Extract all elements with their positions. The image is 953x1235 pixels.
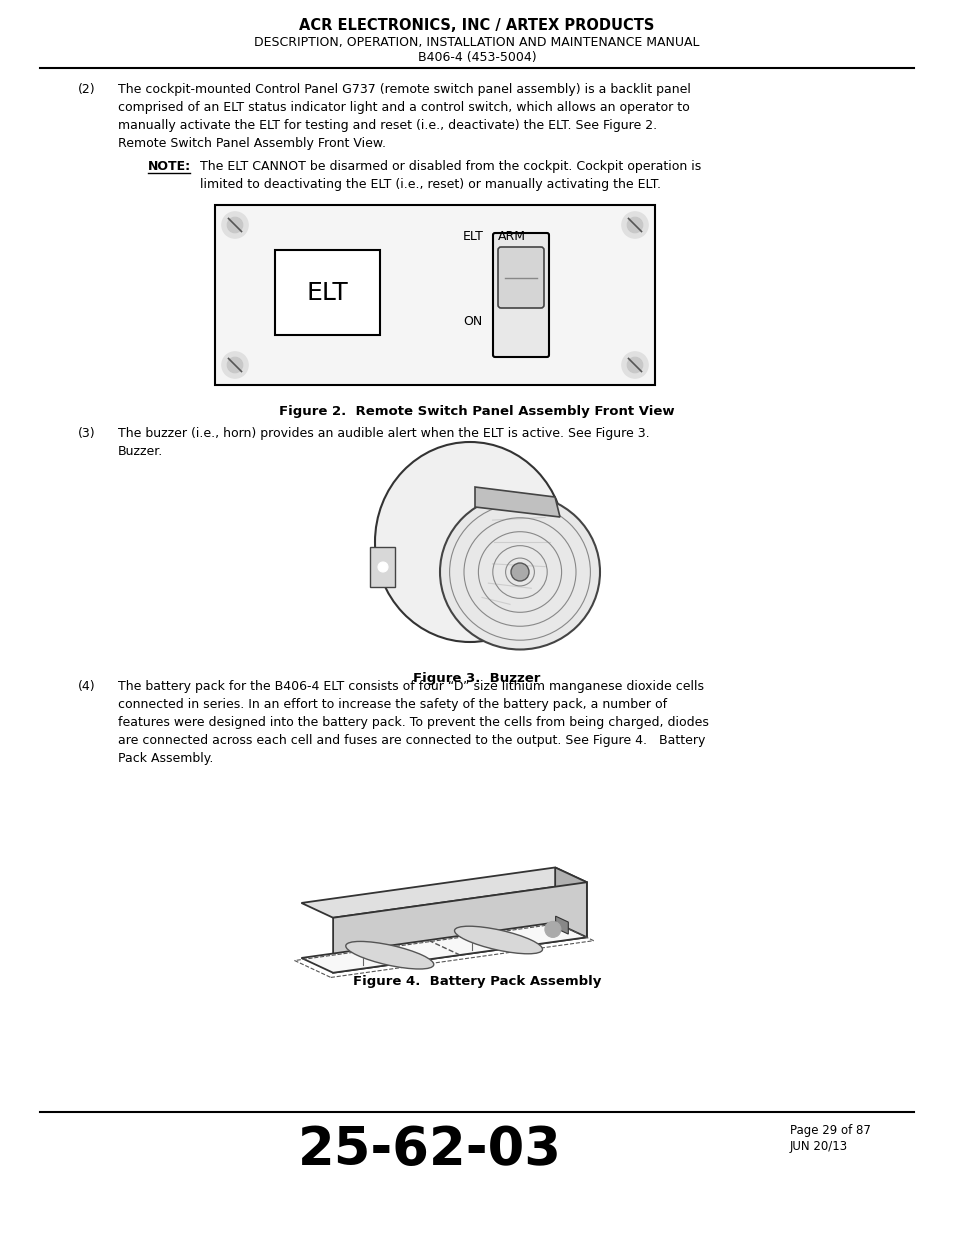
Ellipse shape	[511, 563, 529, 580]
Circle shape	[626, 357, 642, 373]
FancyBboxPatch shape	[214, 205, 655, 385]
Text: Page 29 of 87: Page 29 of 87	[789, 1124, 870, 1137]
Circle shape	[227, 357, 243, 373]
Bar	[274, 249, 379, 335]
Text: DESCRIPTION, OPERATION, INSTALLATION AND MAINTENANCE MANUAL: DESCRIPTION, OPERATION, INSTALLATION AND…	[254, 36, 699, 49]
Text: NOTE:: NOTE:	[148, 161, 191, 173]
Circle shape	[227, 217, 243, 233]
Text: Figure 4.  Battery Pack Assembly: Figure 4. Battery Pack Assembly	[353, 974, 600, 988]
Polygon shape	[301, 923, 586, 973]
Text: The buzzer (i.e., horn) provides an audible alert when the ELT is active. See Fi: The buzzer (i.e., horn) provides an audi…	[118, 427, 649, 458]
Text: (2): (2)	[78, 83, 95, 96]
Text: The cockpit-mounted Control Panel G737 (remote switch panel assembly) is a backl: The cockpit-mounted Control Panel G737 (…	[118, 83, 690, 149]
Text: ARM: ARM	[497, 230, 525, 243]
Polygon shape	[333, 882, 586, 973]
Circle shape	[222, 212, 248, 238]
Text: ELT: ELT	[306, 280, 348, 305]
Text: (3): (3)	[78, 427, 95, 440]
Polygon shape	[555, 867, 586, 937]
FancyBboxPatch shape	[493, 233, 548, 357]
Text: The ELT CANNOT be disarmed or disabled from the cockpit. Cockpit operation is
li: The ELT CANNOT be disarmed or disabled f…	[200, 161, 700, 191]
Text: ON: ON	[462, 315, 482, 329]
Ellipse shape	[439, 494, 599, 650]
Text: The battery pack for the B406-4 ELT consists of four “D” size lithium manganese : The battery pack for the B406-4 ELT cons…	[118, 680, 708, 764]
Ellipse shape	[345, 941, 434, 969]
Circle shape	[621, 352, 647, 378]
Ellipse shape	[375, 442, 564, 642]
Text: ACR ELECTRONICS, INC / ARTEX PRODUCTS: ACR ELECTRONICS, INC / ARTEX PRODUCTS	[299, 19, 654, 33]
Text: Figure 2.  Remote Switch Panel Assembly Front View: Figure 2. Remote Switch Panel Assembly F…	[279, 405, 674, 417]
Polygon shape	[555, 916, 568, 934]
Text: B406-4 (453-5004): B406-4 (453-5004)	[417, 51, 536, 64]
Polygon shape	[475, 487, 559, 517]
Circle shape	[621, 212, 647, 238]
Text: ELT: ELT	[462, 230, 483, 243]
Text: 25-62-03: 25-62-03	[297, 1124, 561, 1176]
Polygon shape	[301, 867, 586, 918]
Ellipse shape	[454, 926, 542, 953]
Text: Figure 3.  Buzzer: Figure 3. Buzzer	[413, 672, 540, 685]
Circle shape	[544, 921, 560, 937]
Circle shape	[626, 217, 642, 233]
Circle shape	[377, 562, 388, 572]
Text: (4): (4)	[78, 680, 95, 693]
Text: JUN 20/13: JUN 20/13	[789, 1140, 847, 1153]
Circle shape	[222, 352, 248, 378]
FancyBboxPatch shape	[497, 247, 543, 308]
Polygon shape	[370, 547, 395, 587]
